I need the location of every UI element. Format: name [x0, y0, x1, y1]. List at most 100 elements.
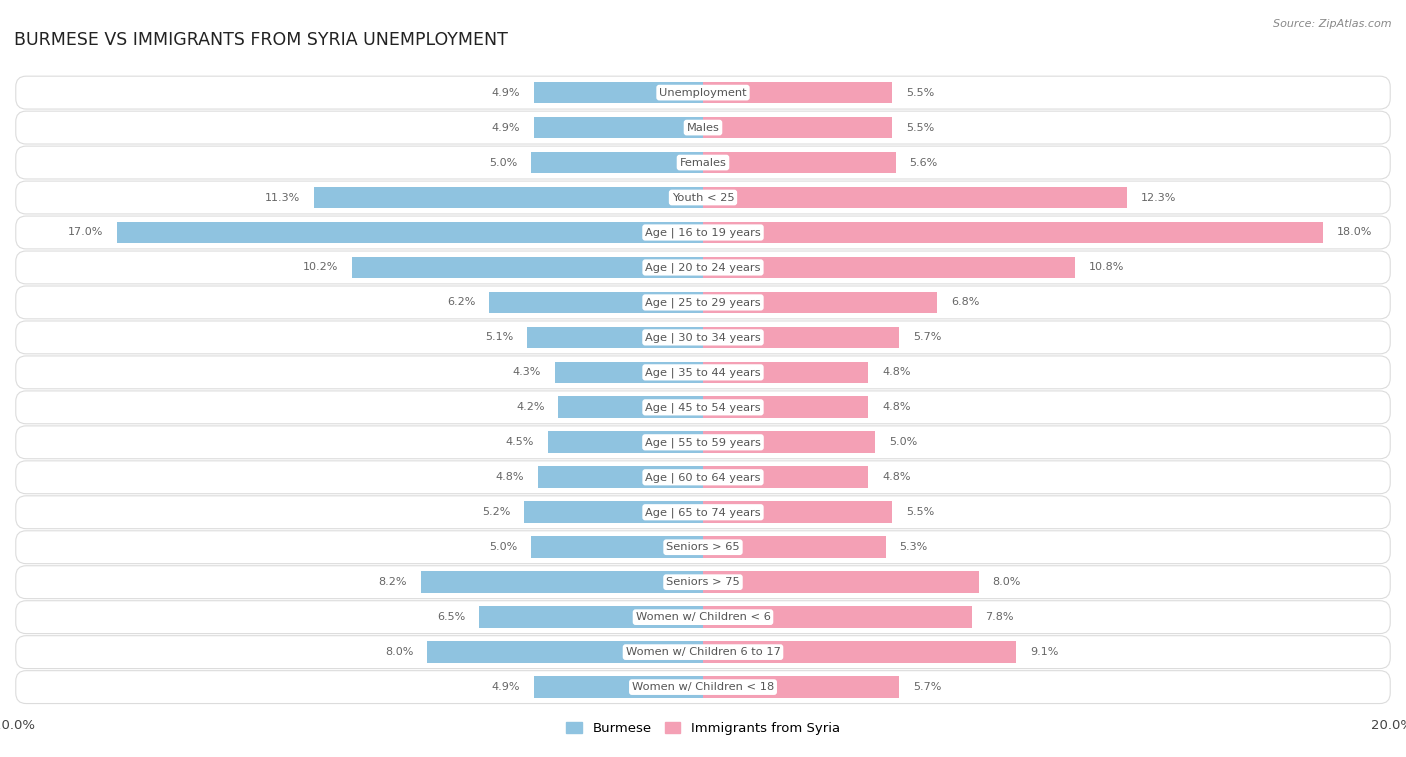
- Text: Age | 16 to 19 years: Age | 16 to 19 years: [645, 227, 761, 238]
- Text: Unemployment: Unemployment: [659, 88, 747, 98]
- Text: 4.9%: 4.9%: [492, 123, 520, 132]
- Text: Age | 25 to 29 years: Age | 25 to 29 years: [645, 298, 761, 307]
- Text: 5.7%: 5.7%: [912, 332, 942, 342]
- Text: 4.5%: 4.5%: [506, 438, 534, 447]
- Text: 5.5%: 5.5%: [907, 88, 935, 98]
- Text: 5.5%: 5.5%: [907, 507, 935, 517]
- Text: 5.0%: 5.0%: [489, 157, 517, 167]
- Text: 7.8%: 7.8%: [986, 612, 1014, 622]
- Bar: [314, 187, 703, 208]
- FancyBboxPatch shape: [15, 671, 1391, 703]
- Text: Age | 65 to 74 years: Age | 65 to 74 years: [645, 507, 761, 518]
- Text: 8.0%: 8.0%: [993, 577, 1021, 587]
- Text: Women w/ Children 6 to 17: Women w/ Children 6 to 17: [626, 647, 780, 657]
- FancyBboxPatch shape: [15, 321, 1391, 354]
- Bar: [489, 291, 703, 313]
- Bar: [703, 117, 893, 139]
- Bar: [352, 257, 703, 279]
- Text: 11.3%: 11.3%: [264, 192, 299, 203]
- Text: 18.0%: 18.0%: [1337, 228, 1372, 238]
- FancyBboxPatch shape: [15, 181, 1391, 214]
- Text: 8.0%: 8.0%: [385, 647, 413, 657]
- Bar: [703, 431, 875, 453]
- Bar: [531, 537, 703, 558]
- Text: 4.8%: 4.8%: [882, 367, 911, 378]
- Text: Females: Females: [679, 157, 727, 167]
- Bar: [703, 501, 893, 523]
- FancyBboxPatch shape: [15, 531, 1391, 564]
- Bar: [703, 676, 900, 698]
- Text: 5.6%: 5.6%: [910, 157, 938, 167]
- FancyBboxPatch shape: [15, 356, 1391, 389]
- Bar: [555, 362, 703, 383]
- Bar: [703, 151, 896, 173]
- Bar: [703, 572, 979, 593]
- Bar: [703, 222, 1323, 243]
- FancyBboxPatch shape: [15, 496, 1391, 528]
- Text: 6.8%: 6.8%: [950, 298, 980, 307]
- Text: 10.2%: 10.2%: [302, 263, 337, 273]
- FancyBboxPatch shape: [15, 426, 1391, 459]
- Text: 4.8%: 4.8%: [882, 402, 911, 413]
- Text: BURMESE VS IMMIGRANTS FROM SYRIA UNEMPLOYMENT: BURMESE VS IMMIGRANTS FROM SYRIA UNEMPLO…: [14, 31, 508, 49]
- Bar: [703, 82, 893, 104]
- Text: 5.0%: 5.0%: [889, 438, 917, 447]
- Bar: [703, 291, 938, 313]
- Text: 5.7%: 5.7%: [912, 682, 942, 692]
- Bar: [534, 82, 703, 104]
- Text: 5.3%: 5.3%: [900, 542, 928, 552]
- Text: 4.9%: 4.9%: [492, 88, 520, 98]
- Text: 4.2%: 4.2%: [516, 402, 544, 413]
- Text: Women w/ Children < 6: Women w/ Children < 6: [636, 612, 770, 622]
- Bar: [703, 326, 900, 348]
- FancyBboxPatch shape: [15, 111, 1391, 144]
- FancyBboxPatch shape: [15, 216, 1391, 249]
- Text: Age | 60 to 64 years: Age | 60 to 64 years: [645, 472, 761, 482]
- Text: 5.0%: 5.0%: [489, 542, 517, 552]
- Bar: [527, 326, 703, 348]
- FancyBboxPatch shape: [15, 286, 1391, 319]
- Text: 4.8%: 4.8%: [882, 472, 911, 482]
- Bar: [703, 606, 972, 628]
- Bar: [420, 572, 703, 593]
- FancyBboxPatch shape: [15, 601, 1391, 634]
- Bar: [703, 362, 869, 383]
- Text: Youth < 25: Youth < 25: [672, 192, 734, 203]
- Bar: [537, 466, 703, 488]
- FancyBboxPatch shape: [15, 565, 1391, 599]
- Bar: [548, 431, 703, 453]
- Text: 9.1%: 9.1%: [1031, 647, 1059, 657]
- Text: 6.5%: 6.5%: [437, 612, 465, 622]
- Text: Seniors > 75: Seniors > 75: [666, 577, 740, 587]
- Bar: [703, 187, 1126, 208]
- FancyBboxPatch shape: [15, 146, 1391, 179]
- Bar: [703, 466, 869, 488]
- Text: Source: ZipAtlas.com: Source: ZipAtlas.com: [1274, 19, 1392, 29]
- Text: 5.1%: 5.1%: [485, 332, 513, 342]
- Text: Males: Males: [686, 123, 720, 132]
- Bar: [427, 641, 703, 663]
- FancyBboxPatch shape: [15, 636, 1391, 668]
- Text: Age | 30 to 34 years: Age | 30 to 34 years: [645, 332, 761, 343]
- Bar: [703, 397, 869, 418]
- Bar: [558, 397, 703, 418]
- Bar: [534, 676, 703, 698]
- FancyBboxPatch shape: [15, 251, 1391, 284]
- FancyBboxPatch shape: [15, 461, 1391, 494]
- Bar: [703, 641, 1017, 663]
- Text: Age | 35 to 44 years: Age | 35 to 44 years: [645, 367, 761, 378]
- Bar: [534, 117, 703, 139]
- Text: 4.9%: 4.9%: [492, 682, 520, 692]
- Bar: [703, 257, 1076, 279]
- Bar: [531, 151, 703, 173]
- Bar: [479, 606, 703, 628]
- Text: Age | 45 to 54 years: Age | 45 to 54 years: [645, 402, 761, 413]
- Text: 12.3%: 12.3%: [1140, 192, 1175, 203]
- Text: Seniors > 65: Seniors > 65: [666, 542, 740, 552]
- Bar: [703, 537, 886, 558]
- Text: 8.2%: 8.2%: [378, 577, 406, 587]
- Text: 17.0%: 17.0%: [69, 228, 104, 238]
- Bar: [524, 501, 703, 523]
- Text: Age | 55 to 59 years: Age | 55 to 59 years: [645, 437, 761, 447]
- Text: 4.8%: 4.8%: [495, 472, 524, 482]
